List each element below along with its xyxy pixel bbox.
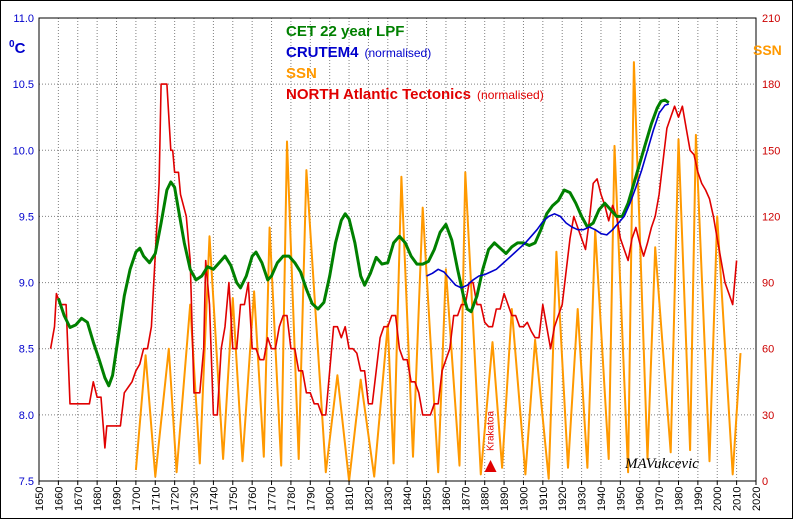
y-left-tick-label: 11.0 — [13, 13, 34, 25]
axes: 7.5 8.0 8.5 9.0 9.5 10.0 10.5 11.0 0 30 60 90 120 150… — [9, 13, 782, 511]
y-right-tick-label: 0 — [762, 476, 768, 488]
x-tick-label: 1820 — [363, 487, 375, 511]
y-left-tick-label: 8.0 — [19, 410, 34, 422]
x-tick-label: 1780 — [286, 487, 298, 511]
x-tick-label: 1960 — [635, 487, 647, 511]
y-right-tick-label: 90 — [762, 278, 774, 290]
krakatoa-marker — [484, 460, 497, 472]
x-tick-label: 1650 — [34, 487, 46, 511]
x-tick-label: 1970 — [654, 487, 666, 511]
y-right-tick-label: 30 — [762, 410, 774, 422]
x-tick-label: 1810 — [344, 487, 356, 511]
y-right-title: SSN — [753, 42, 782, 58]
x-tick-label: 1880 — [480, 487, 492, 511]
y-left-tick-label: 10.5 — [13, 79, 34, 91]
x-tick-label: 1830 — [383, 487, 395, 511]
y-left-tick-label: 8.5 — [19, 344, 34, 356]
x-tick-label: 1750 — [228, 487, 240, 511]
x-tick-label: 1920 — [557, 487, 569, 511]
x-tick-label: 1790 — [305, 487, 317, 511]
y-left-tick-label: 7.5 — [19, 476, 34, 488]
y-left-tick-label: 9.0 — [19, 278, 34, 290]
x-tick-label: 1950 — [615, 487, 627, 511]
x-tick-label: 1900 — [518, 487, 530, 511]
legend-entry-2: SSN — [286, 65, 317, 82]
x-tick-label: 2020 — [751, 487, 763, 511]
legend: CET 22 year LPF CRUTEM4 (normalised) SSN NOR… — [286, 23, 544, 103]
y-right-tick-label: 150 — [762, 145, 780, 157]
y-left-tick-label: 9.5 — [19, 211, 34, 223]
series-line-0 — [56, 98, 670, 388]
x-tick-label: 1720 — [170, 487, 182, 511]
krakatoa-label: Krakatoa — [486, 411, 497, 451]
legend-entry-0: CET 22 year LPF — [286, 23, 404, 40]
series-line-3 — [49, 83, 738, 449]
x-tick-label: 1980 — [673, 487, 685, 511]
x-tick-label: 1850 — [422, 487, 434, 511]
x-tick-label: 1760 — [247, 487, 259, 511]
x-tick-label: 1990 — [693, 487, 705, 511]
x-tick-label: 1890 — [499, 487, 511, 511]
grid — [38, 17, 757, 482]
x-tick-label: 2000 — [712, 487, 724, 511]
x-tick-label: 1770 — [267, 487, 279, 511]
y-left-title: 0C — [9, 39, 26, 57]
y-right-tick-label: 180 — [762, 79, 780, 91]
legend-entry-3: NORTH Atlantic Tectonics (normalised) — [286, 86, 544, 103]
y-left-tick-label: 10.0 — [13, 145, 34, 157]
x-tick-label: 1860 — [441, 487, 453, 511]
y-right-tick-label: 120 — [762, 211, 780, 223]
x-tick-label: 1680 — [92, 487, 104, 511]
plot-border — [38, 17, 757, 482]
x-tick-label: 1740 — [208, 487, 220, 511]
y-right-tick-label: 60 — [762, 344, 774, 356]
x-tick-label: 1940 — [596, 487, 608, 511]
x-tick-label: 1910 — [538, 487, 550, 511]
x-tick-label: 1710 — [150, 487, 162, 511]
y-right-tick-label: 210 — [762, 13, 780, 25]
series-line-1 — [426, 103, 670, 289]
x-tick-label: 1870 — [460, 487, 472, 511]
signature: MAVukcevic — [624, 456, 699, 472]
x-tick-label: 1670 — [73, 487, 85, 511]
x-tick-label: 1730 — [189, 487, 201, 511]
x-tick-label: 1690 — [112, 487, 124, 511]
x-tick-label: 1800 — [325, 487, 337, 511]
x-tick-label: 1840 — [402, 487, 414, 511]
x-tick-label: 1700 — [131, 487, 143, 511]
x-tick-label: 1930 — [577, 487, 589, 511]
annotations: Krakatoa MAVukcevic — [484, 411, 699, 472]
x-tick-label: 2010 — [732, 487, 744, 511]
x-tick-label: 1660 — [53, 487, 65, 511]
legend-entry-1: CRUTEM4 (normalised) — [286, 44, 431, 61]
series-layer — [49, 61, 742, 482]
